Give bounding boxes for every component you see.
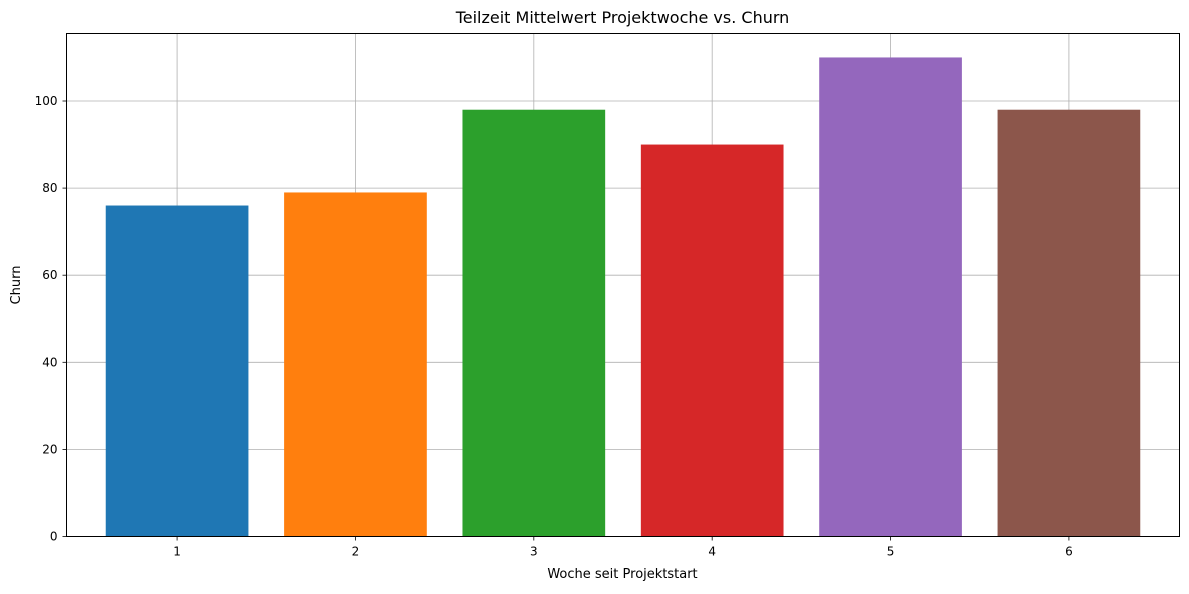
y-tick-label: 60 xyxy=(42,268,57,282)
bar-week-4 xyxy=(640,144,784,537)
bar-week-5 xyxy=(819,57,962,537)
y-tick-label: 40 xyxy=(42,355,57,369)
y-axis-label: Churn xyxy=(9,266,24,305)
x-tick-label: 2 xyxy=(352,545,360,559)
bars xyxy=(105,57,1141,537)
y-tick-label: 0 xyxy=(50,530,58,544)
x-tick-label: 1 xyxy=(173,545,181,559)
x-tick-label: 5 xyxy=(887,545,895,559)
x-tick-label: 6 xyxy=(1065,545,1073,559)
y-tick-label: 80 xyxy=(42,181,57,195)
chart-title: Teilzeit Mittelwert Projektwoche vs. Chu… xyxy=(455,8,790,27)
bar-week-1 xyxy=(105,205,249,537)
y-tick-label: 100 xyxy=(35,94,58,108)
x-tick-label: 3 xyxy=(530,545,538,559)
x-axis-label: Woche seit Projektstart xyxy=(547,567,697,582)
x-tick-label: 4 xyxy=(708,545,716,559)
bar-week-3 xyxy=(462,109,606,537)
bar-week-2 xyxy=(284,192,427,537)
plot-frame xyxy=(66,33,1180,537)
bar-week-6 xyxy=(997,109,1141,537)
y-tick-label: 20 xyxy=(42,442,57,456)
